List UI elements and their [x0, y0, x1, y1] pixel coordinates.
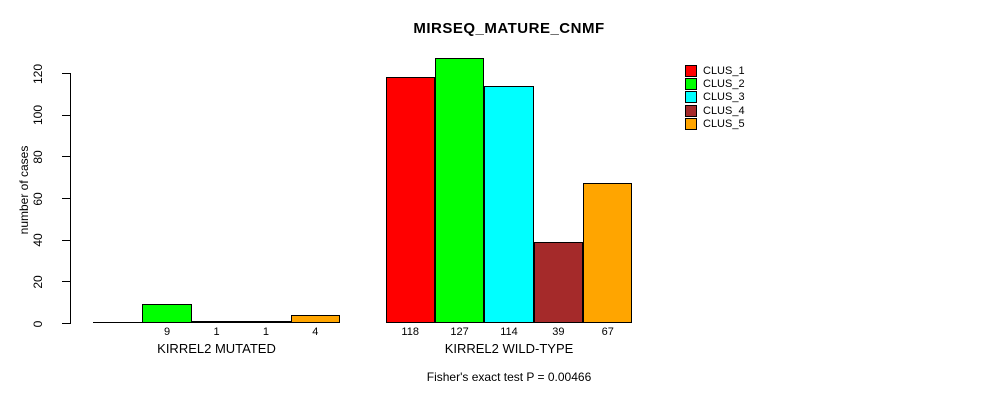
legend: CLUS_1 CLUS_2 CLUS_3 CLUS_4 CLUS_5: [685, 64, 745, 131]
group-label: KIRREL2 MUTATED: [157, 341, 276, 356]
y-tick-label: 80: [31, 150, 45, 164]
y-tick: [62, 114, 70, 116]
bar-value-label: 1: [262, 326, 269, 338]
legend-label: CLUS_5: [703, 118, 745, 131]
legend-swatch: [685, 104, 697, 117]
bar: [142, 304, 192, 323]
legend-swatch: [685, 118, 697, 131]
y-tick: [62, 156, 70, 158]
bar: [191, 320, 242, 323]
y-tick: [62, 323, 70, 324]
group-label: KIRREL2 WILD-TYPE: [444, 341, 574, 356]
y-tick-label: 60: [31, 191, 45, 206]
y-tick: [62, 198, 70, 199]
legend-item: CLUS_3: [685, 91, 745, 104]
bar-value-label: 9: [164, 326, 171, 338]
legend-label: CLUS_4: [703, 104, 745, 117]
bar-value-label: 114: [500, 326, 518, 338]
bar-value-label: 4: [312, 326, 319, 338]
bar: [385, 77, 435, 323]
fisher-test-caption: Fisher's exact test P = 0.00466: [426, 370, 592, 384]
bar: [290, 314, 340, 323]
legend-label: CLUS_2: [703, 78, 745, 91]
bar: [583, 183, 633, 323]
legend-swatch: [685, 64, 697, 77]
legend-swatch: [685, 78, 697, 91]
bar: [533, 241, 584, 323]
y-tick-label: 40: [31, 233, 45, 247]
y-tick: [62, 239, 70, 241]
y-tick-label: 120: [31, 63, 45, 84]
y-tick: [62, 73, 70, 74]
bar: [93, 322, 143, 323]
y-tick-label: 0: [31, 320, 45, 327]
bar-value-label: 1: [213, 326, 220, 338]
y-tick-label: 20: [31, 275, 45, 289]
legend-item: CLUS_1: [685, 64, 745, 77]
y-tick: [62, 281, 70, 283]
legend-swatch: [685, 91, 697, 104]
bar-value-label: 39: [552, 326, 565, 338]
bar-value-label: 67: [601, 326, 614, 338]
y-axis-line: [70, 73, 71, 324]
legend-item: CLUS_4: [685, 104, 745, 117]
legend-item: CLUS_5: [685, 118, 745, 131]
chart-title: MIRSEQ_MATURE_CNMF: [413, 20, 605, 37]
legend-label: CLUS_3: [703, 91, 745, 104]
legend-item: CLUS_2: [685, 77, 745, 91]
bar: [484, 85, 534, 323]
bar: [434, 58, 485, 323]
y-tick-label: 100: [31, 105, 45, 126]
bar-value-label: 118: [401, 326, 419, 338]
legend-label: CLUS_1: [703, 64, 745, 77]
bar: [241, 320, 291, 323]
bar-value-label: 127: [450, 326, 469, 338]
